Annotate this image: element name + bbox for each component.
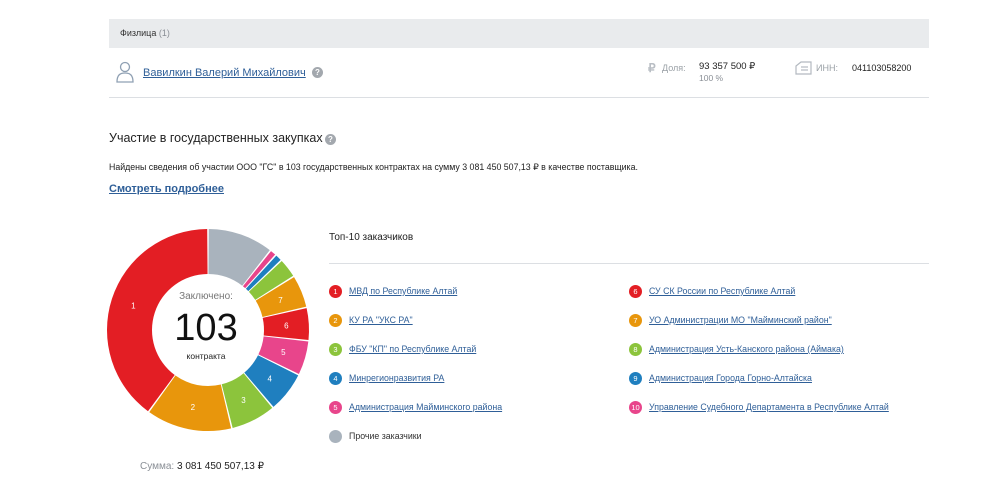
procurement-title: Участие в государственных закупках [109, 131, 323, 145]
procurement-description: Найдены сведения об участии ООО "ГС" в 1… [109, 162, 638, 172]
sum-value: 3 081 450 507,13 ₽ [176, 461, 264, 472]
section-header-count: (1) [158, 28, 170, 38]
ruble-icon: ₽ [648, 61, 656, 75]
legend-number-badge: 9 [629, 372, 642, 385]
inn-label: ИНН: [816, 63, 838, 73]
sum-line: Сумма: 3 081 450 507,13 ₽ [140, 461, 264, 472]
donut-center-unit: контракта [186, 351, 226, 361]
legend-link[interactable]: Администрация Усть-Канского района (Айма… [649, 344, 844, 354]
legend-link[interactable]: Администрация Города Горно-Алтайска [649, 373, 812, 383]
inn-value: 041103058200 [852, 63, 912, 73]
legend-link[interactable]: МВД по Республике Алтай [349, 286, 458, 296]
legend-others-label: Прочие заказчики [349, 431, 422, 441]
procurement-help-icon[interactable]: ? [325, 134, 336, 145]
legend-link[interactable]: ФБУ "КП" по Республике Алтай [349, 344, 477, 354]
donut-segment-2[interactable] [149, 375, 232, 431]
donut-segment-label: 1 [131, 302, 136, 311]
donut-segment-label: 4 [267, 375, 272, 384]
donut-center-caption: Заключено: [179, 291, 233, 302]
help-icon[interactable]: ? [312, 67, 323, 78]
donut-segment-5[interactable] [258, 336, 309, 375]
donut-segment-6[interactable] [262, 308, 309, 340]
donut-segment-label: 7 [278, 296, 283, 305]
donut-segment-9[interactable] [245, 255, 281, 292]
share-label: Доля: [662, 63, 686, 73]
legend-link[interactable]: КУ РА "УКС РА" [349, 315, 413, 325]
donut-segment-3[interactable] [221, 373, 273, 428]
legend-number-badge: 5 [329, 401, 342, 414]
share-percent: 100 % [699, 73, 724, 83]
section-header-title: Физлица (1) [120, 28, 170, 38]
legend-number-badge: 4 [329, 372, 342, 385]
person-icon [116, 61, 134, 83]
legend-number-badge: 2 [329, 314, 342, 327]
legend-link[interactable]: Управление Судебного Департамента в Респ… [649, 402, 889, 412]
legend-number-badge: 1 [329, 285, 342, 298]
sum-label: Сумма: [140, 461, 175, 472]
donut-segment-4[interactable] [244, 355, 299, 407]
legend-link[interactable]: СУ СК России по Республике Алтай [649, 286, 796, 296]
section-header: Физлица (1) [109, 19, 929, 48]
donut-segment-8[interactable] [248, 260, 294, 300]
legend-others-badge [329, 430, 342, 443]
person-row: Вавилкин Валерий Михайлович ? ₽ Доля: 93… [109, 48, 929, 98]
donut-segment-others[interactable] [208, 229, 270, 286]
donut-center-number: 103 [174, 307, 238, 349]
legend-link[interactable]: УО Администрации МО "Майминский район" [649, 315, 832, 325]
inn-card-icon [795, 61, 812, 75]
donut-segment-label: 6 [284, 321, 289, 330]
donut-segment-label: 3 [241, 396, 246, 405]
contracts-donut-chart: 7 6 5 4 3 2 1 [106, 229, 309, 431]
procurement-title-text: Участие в государственных закупках [109, 131, 323, 145]
legend-number-badge: 8 [629, 343, 642, 356]
donut-segment-7[interactable] [255, 277, 307, 318]
legend-number-badge: 3 [329, 343, 342, 356]
top10-divider [329, 263, 929, 264]
share-value: 93 357 500 ₽ [699, 61, 756, 72]
legend-number-badge: 10 [629, 401, 642, 414]
donut-segment-label: 2 [191, 403, 196, 412]
donut-segment-10[interactable] [242, 251, 276, 289]
top10-title: Топ-10 заказчиков [329, 232, 414, 243]
donut-segment-label: 5 [281, 348, 286, 357]
donut-segment-1[interactable] [106, 229, 208, 412]
legend-number-badge: 7 [629, 314, 642, 327]
legend-number-badge: 6 [629, 285, 642, 298]
section-header-label: Физлица [120, 28, 157, 38]
person-name-link[interactable]: Вавилкин Валерий Михайлович [143, 67, 306, 79]
legend-link[interactable]: Минрегионразвития РА [349, 373, 445, 383]
see-more-link[interactable]: Смотреть подробнее [109, 183, 224, 195]
legend-link[interactable]: Администрация Майминского района [349, 402, 503, 412]
